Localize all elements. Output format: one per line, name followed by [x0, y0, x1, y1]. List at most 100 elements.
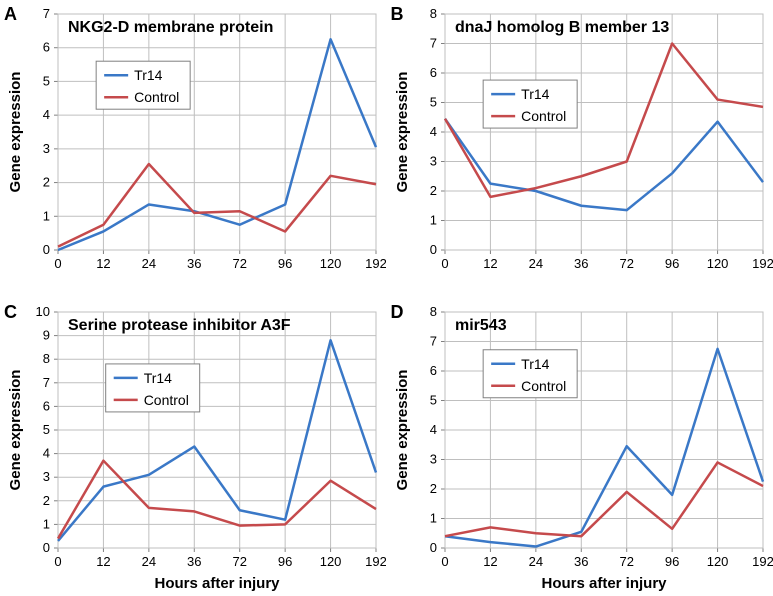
- svg-text:1: 1: [43, 208, 50, 223]
- svg-text:4: 4: [429, 124, 436, 139]
- panel-letter-a: A: [4, 4, 17, 25]
- svg-text:7: 7: [429, 334, 436, 349]
- svg-text:7: 7: [43, 375, 50, 390]
- svg-text:24: 24: [528, 256, 542, 271]
- svg-text:1: 1: [43, 516, 50, 531]
- y-axis-title: Gene expression: [7, 370, 24, 491]
- svg-text:0: 0: [429, 540, 436, 555]
- panel-b: 01234567801224367296120192dnaJ homolog B…: [387, 0, 773, 298]
- svg-text:8: 8: [429, 304, 436, 319]
- svg-text:3: 3: [429, 452, 436, 467]
- svg-text:10: 10: [36, 304, 50, 319]
- svg-text:72: 72: [232, 256, 246, 271]
- svg-text:2: 2: [43, 175, 50, 190]
- svg-text:36: 36: [187, 554, 201, 569]
- panel-letter-c: C: [4, 302, 17, 323]
- svg-text:5: 5: [429, 393, 436, 408]
- svg-text:36: 36: [187, 256, 201, 271]
- svg-text:0: 0: [429, 242, 436, 257]
- x-axis-title: Hours after injury: [541, 575, 667, 592]
- svg-text:12: 12: [483, 554, 497, 569]
- svg-text:7: 7: [429, 36, 436, 51]
- chart-b: 01234567801224367296120192dnaJ homolog B…: [387, 0, 773, 298]
- chart-a: 0123456701224367296120192NKG2-D membrane…: [0, 0, 386, 298]
- panel-letter-d: D: [391, 302, 404, 323]
- chart-grid: 0123456701224367296120192NKG2-D membrane…: [0, 0, 773, 596]
- legend-label-tr14: Tr14: [521, 86, 549, 102]
- svg-text:192: 192: [752, 554, 773, 569]
- svg-text:6: 6: [429, 363, 436, 378]
- svg-text:0: 0: [54, 554, 61, 569]
- chart-title: NKG2-D membrane protein: [68, 19, 273, 36]
- svg-text:8: 8: [43, 351, 50, 366]
- legend-label-control: Control: [134, 89, 179, 105]
- svg-text:3: 3: [43, 469, 50, 484]
- svg-text:6: 6: [43, 40, 50, 55]
- legend-label-tr14: Tr14: [521, 356, 549, 372]
- svg-text:0: 0: [441, 256, 448, 271]
- svg-text:96: 96: [278, 554, 292, 569]
- svg-text:120: 120: [320, 256, 342, 271]
- svg-text:96: 96: [664, 554, 678, 569]
- svg-text:3: 3: [429, 154, 436, 169]
- panel-c: 01234567891001224367296120192Serine prot…: [0, 298, 387, 596]
- svg-text:1: 1: [429, 511, 436, 526]
- panel-letter-b: B: [391, 4, 404, 25]
- svg-text:4: 4: [43, 107, 50, 122]
- legend-label-control: Control: [144, 392, 189, 408]
- svg-text:5: 5: [43, 73, 50, 88]
- svg-text:24: 24: [142, 554, 156, 569]
- svg-text:36: 36: [574, 554, 588, 569]
- chart-title: Serine protease inhibitor A3F: [68, 317, 291, 334]
- chart-d: 01234567801224367296120192mir543Tr14Cont…: [387, 298, 773, 596]
- svg-text:72: 72: [619, 256, 633, 271]
- svg-text:12: 12: [96, 256, 110, 271]
- svg-text:12: 12: [483, 256, 497, 271]
- chart-title: mir543: [455, 317, 507, 334]
- x-axis-title: Hours after injury: [154, 575, 280, 592]
- y-axis-title: Gene expression: [7, 72, 24, 193]
- legend-label-control: Control: [521, 378, 566, 394]
- svg-text:3: 3: [43, 141, 50, 156]
- svg-text:5: 5: [43, 422, 50, 437]
- svg-text:8: 8: [429, 6, 436, 21]
- svg-text:96: 96: [278, 256, 292, 271]
- svg-text:24: 24: [528, 554, 542, 569]
- svg-text:2: 2: [429, 183, 436, 198]
- panel-d: 01234567801224367296120192mir543Tr14Cont…: [387, 298, 773, 596]
- svg-text:72: 72: [619, 554, 633, 569]
- svg-text:72: 72: [232, 554, 246, 569]
- legend-label-control: Control: [521, 108, 566, 124]
- svg-text:0: 0: [43, 540, 50, 555]
- panel-a: 0123456701224367296120192NKG2-D membrane…: [0, 0, 387, 298]
- svg-text:4: 4: [43, 446, 50, 461]
- svg-text:36: 36: [574, 256, 588, 271]
- svg-text:5: 5: [429, 95, 436, 110]
- svg-text:120: 120: [706, 256, 728, 271]
- svg-text:4: 4: [429, 422, 436, 437]
- svg-text:0: 0: [43, 242, 50, 257]
- y-axis-title: Gene expression: [394, 370, 411, 491]
- svg-text:1: 1: [429, 213, 436, 228]
- svg-text:120: 120: [320, 554, 342, 569]
- y-axis-title: Gene expression: [394, 72, 411, 193]
- svg-text:0: 0: [54, 256, 61, 271]
- svg-text:192: 192: [365, 256, 386, 271]
- svg-text:120: 120: [706, 554, 728, 569]
- svg-text:192: 192: [752, 256, 773, 271]
- legend-label-tr14: Tr14: [134, 67, 162, 83]
- svg-text:0: 0: [441, 554, 448, 569]
- legend-label-tr14: Tr14: [144, 370, 172, 386]
- svg-text:6: 6: [429, 65, 436, 80]
- svg-text:192: 192: [365, 554, 386, 569]
- chart-c: 01234567891001224367296120192Serine prot…: [0, 298, 386, 596]
- svg-text:96: 96: [664, 256, 678, 271]
- chart-title: dnaJ homolog B member 13: [455, 19, 669, 36]
- svg-text:6: 6: [43, 398, 50, 413]
- svg-text:7: 7: [43, 6, 50, 21]
- svg-text:2: 2: [429, 481, 436, 496]
- svg-text:9: 9: [43, 328, 50, 343]
- svg-text:24: 24: [142, 256, 156, 271]
- svg-text:12: 12: [96, 554, 110, 569]
- svg-text:2: 2: [43, 493, 50, 508]
